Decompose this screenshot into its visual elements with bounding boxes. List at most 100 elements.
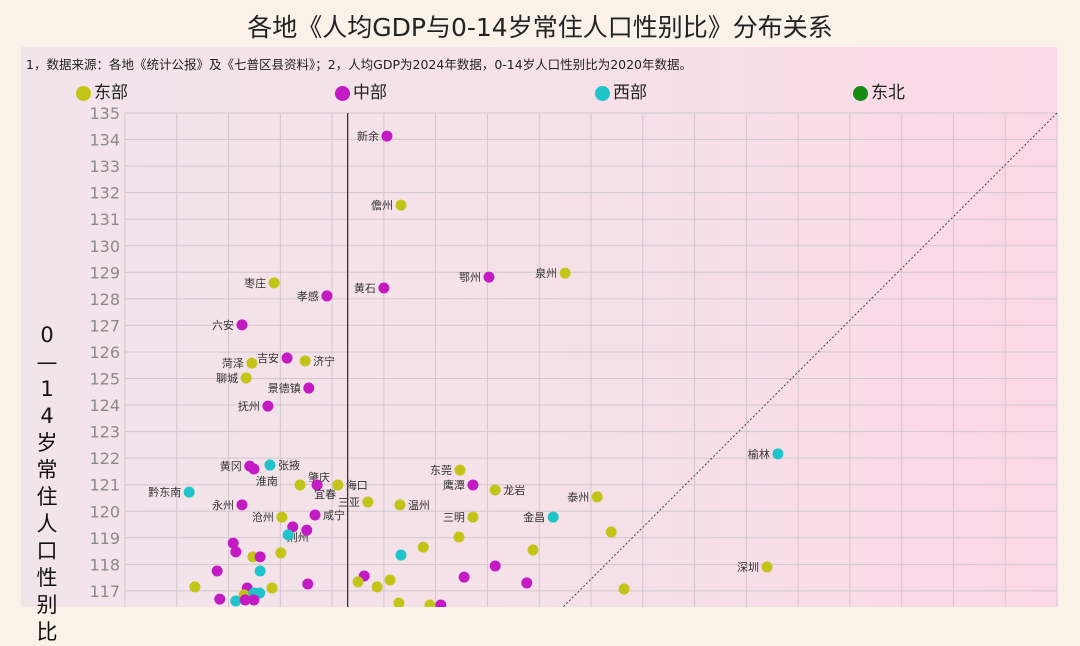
legend-dot-icon (595, 85, 610, 101)
data-point (483, 271, 495, 283)
data-point (311, 479, 323, 491)
data-point-label: 孝感 (297, 290, 319, 303)
data-source-note: 1，数据来源：各地《统计公报》及《七普区县资料》；2，人均GDP为2024年数据… (26, 57, 692, 72)
data-point (189, 581, 201, 593)
data-point-label: 深圳 (737, 561, 759, 574)
data-point (236, 319, 248, 331)
y-tick-label: 128 (89, 290, 120, 309)
data-point (393, 597, 405, 607)
data-point (352, 576, 364, 588)
data-point (332, 479, 344, 491)
data-point (302, 578, 314, 590)
data-point (227, 537, 239, 549)
data-point (527, 544, 539, 556)
data-point (239, 594, 251, 606)
y-tick-label: 135 (89, 104, 120, 123)
data-point (281, 352, 293, 364)
data-point-label: 黔东南 (148, 485, 181, 499)
data-point-label: 咸宁 (323, 508, 345, 522)
data-point (282, 529, 294, 541)
data-point-label: 东莞 (430, 464, 452, 477)
y-tick-label: 134 (89, 131, 120, 150)
legend-item-west: 西部 (595, 83, 647, 103)
data-point-label: 菏泽 (222, 357, 244, 370)
y-tick-label: 131 (89, 210, 120, 229)
data-point (299, 355, 311, 367)
data-point (246, 357, 258, 369)
data-point (521, 577, 533, 589)
data-point (254, 551, 266, 563)
y-tick-label: 117 (89, 582, 120, 601)
data-point-label: 海口 (346, 478, 368, 492)
data-point (287, 521, 299, 533)
legend-item-northeast: 东北 (853, 83, 905, 103)
data-point (230, 595, 242, 607)
data-point (591, 491, 603, 503)
legend-dot-icon (853, 85, 868, 101)
legend-label: 西部 (613, 83, 647, 103)
data-point (254, 565, 266, 577)
y-tick-label: 132 (89, 184, 120, 203)
legend-dot-icon (335, 85, 350, 101)
data-point (761, 561, 773, 573)
legend-item-east: 东部 (76, 83, 128, 103)
data-point-label: 温州 (408, 499, 430, 512)
data-point (381, 130, 393, 142)
data-point-label: 榆林 (748, 447, 770, 461)
data-point-label: 黄石 (354, 281, 376, 295)
data-point-label: 宜春 (314, 487, 336, 501)
scatter-plot: 135 134 133 132 131 130 129 128 127 126 125 124 123 1… (89, 104, 1058, 607)
data-point-label: 鄂州 (459, 271, 481, 284)
data-point (276, 511, 288, 523)
data-point (211, 565, 223, 577)
data-point (605, 526, 617, 538)
data-point (395, 199, 407, 211)
data-point (394, 499, 406, 511)
y-tick-label: 125 (89, 370, 120, 389)
y-tick-label: 123 (89, 423, 120, 442)
data-point (262, 400, 274, 412)
legend-dot-icon (76, 85, 91, 101)
data-point (489, 560, 501, 572)
data-point-label: 鹰潭 (443, 478, 465, 492)
y-tick-label: 129 (89, 263, 120, 282)
data-point-label: 沧州 (252, 510, 274, 524)
data-point-label: 景德镇 (268, 381, 301, 395)
data-point (264, 459, 276, 471)
data-point (417, 541, 429, 553)
data-point-label: 六安 (212, 318, 234, 332)
legend-label: 东北 (871, 83, 905, 103)
y-tick-label: 121 (89, 476, 120, 495)
y-tick-label: 118 (89, 555, 120, 574)
data-point (309, 509, 321, 521)
data-point (183, 486, 195, 498)
data-point-label: 肇庆 (308, 470, 330, 484)
data-point (489, 484, 501, 496)
legend-item-central: 中部 (335, 83, 387, 103)
data-point (378, 282, 390, 294)
data-point (362, 496, 374, 508)
data-point (294, 479, 306, 491)
data-point (458, 571, 470, 583)
data-point (248, 594, 260, 606)
data-point (467, 511, 479, 523)
data-point-label: 抚州 (238, 399, 260, 413)
data-point (435, 599, 447, 607)
data-point-label: 金昌 (523, 510, 545, 524)
data-point (248, 463, 260, 475)
data-point-label: 黄冈 (220, 459, 242, 473)
data-point (266, 582, 278, 594)
data-point-label: 永州 (212, 498, 234, 512)
legend-label: 东部 (94, 83, 128, 103)
data-point (214, 593, 226, 605)
data-point (424, 599, 436, 607)
reference-line-diagonal (562, 112, 1058, 607)
data-point (275, 547, 287, 559)
data-point (454, 464, 466, 476)
y-tick-label: 122 (89, 449, 120, 468)
data-point-label: 三亚 (338, 496, 360, 509)
data-point (559, 267, 571, 279)
data-point-label: 新余 (357, 129, 379, 143)
y-tick-label: 119 (89, 529, 120, 548)
chart-title: 各地《人均GDP与0-14岁常住人口性别比》分布关系 (247, 13, 833, 42)
